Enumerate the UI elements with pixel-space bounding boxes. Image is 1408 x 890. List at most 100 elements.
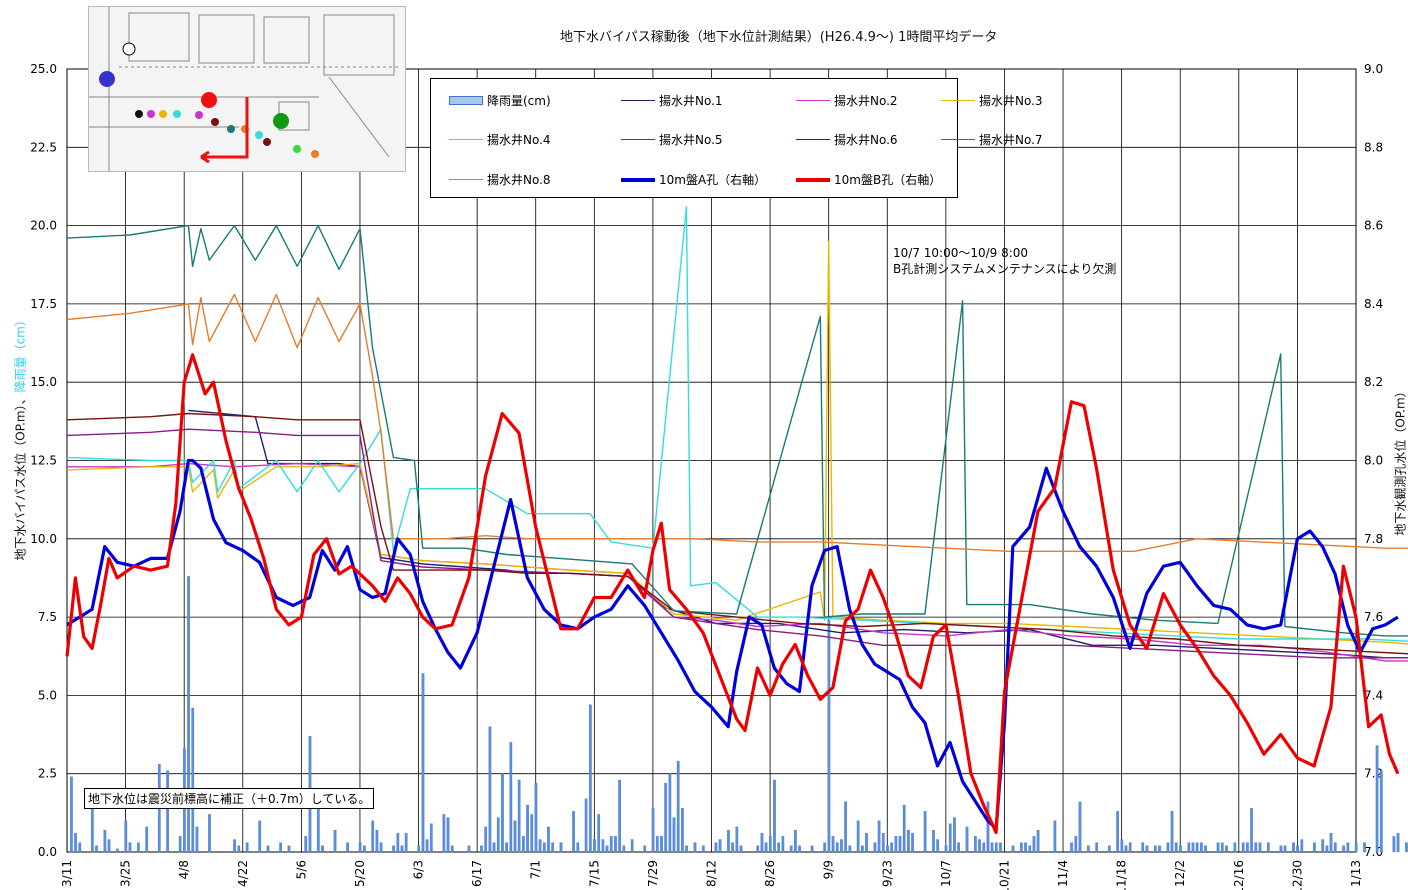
annotation-line-2: B孔計測システムメンテナンスにより欠測 (893, 262, 1117, 276)
rain-bar (664, 782, 668, 853)
legend-label: 揚水井No.1 (659, 94, 723, 108)
x-tick-label: 12/30 (1290, 860, 1304, 890)
legend-label: 揚水井No.2 (834, 94, 898, 108)
chart-title: 地下水バイパス稼動後（地下水位計測結果）(H26.4.9～) 1時間平均データ (560, 30, 998, 45)
left-tick-label: 12.5 (30, 454, 57, 468)
rain-bar (1053, 820, 1057, 853)
x-tick-label: 9/23 (880, 860, 894, 887)
rain-bar (768, 836, 772, 853)
rain-bar (1120, 839, 1124, 853)
rain-bar (655, 836, 659, 853)
rain-bar (756, 845, 760, 853)
rain-bar (731, 842, 734, 853)
rain-bar (861, 845, 864, 853)
rain-bar (1396, 833, 1400, 853)
rain-bar (501, 773, 504, 853)
x-tick-label: 7/15 (587, 860, 601, 887)
rain-bar (1346, 842, 1350, 853)
rain-bar (1405, 842, 1408, 853)
legend-swatch (796, 177, 830, 182)
x-tick-label: 4/8 (177, 860, 191, 879)
rain-bar (375, 829, 379, 853)
x-tick-label: 5/20 (353, 860, 367, 887)
left-tick-label: 25.0 (30, 62, 57, 76)
series-line (66, 224, 1408, 637)
rain-bar (777, 842, 781, 853)
legend-label: 10m盤A孔（右軸） (659, 173, 767, 187)
x-tick-label: 10/7 (939, 860, 953, 887)
rain-bar (643, 845, 647, 853)
x-tick-label: 12/2 (1173, 860, 1187, 887)
legend-swatch (449, 179, 483, 180)
legend-item: 揚水井No.8 (449, 171, 551, 188)
rain-bar (304, 836, 308, 853)
rain-bar (894, 836, 898, 853)
rain-bar (392, 845, 395, 853)
rain-bar (1174, 842, 1178, 853)
left-tick-label: 22.5 (30, 140, 57, 154)
rain-bar (1011, 845, 1015, 853)
series-line (65, 353, 1400, 834)
rain-bar (1153, 845, 1157, 853)
rain-bar (429, 823, 433, 853)
rain-bar (78, 842, 82, 853)
rain-bar (513, 820, 517, 853)
series-line (66, 428, 1408, 659)
legend-swatch (449, 139, 483, 140)
rain-bar (923, 811, 927, 853)
rain-bar (258, 820, 262, 853)
rain-bar (873, 842, 877, 853)
rain-bar (446, 817, 450, 853)
rain-bar (701, 845, 705, 853)
rain-bar (1241, 842, 1245, 853)
rain-bar (681, 808, 684, 853)
right-tick-label: 8.8 (1364, 140, 1383, 154)
rain-bar (266, 845, 270, 853)
rain-bar (727, 829, 730, 853)
rain-bar (856, 820, 860, 853)
rain-bar (467, 845, 471, 853)
left-tick-label: 15.0 (30, 375, 57, 389)
rain-bar (794, 829, 797, 853)
legend-label: 揚水井No.3 (979, 94, 1043, 108)
rain-bar (660, 836, 663, 853)
rain-bar (74, 833, 77, 853)
rain-bar (982, 842, 986, 853)
rain-bar (1020, 842, 1023, 853)
rain-bar (233, 839, 236, 853)
right-tick-label: 7.6 (1364, 610, 1383, 624)
rain-bar (651, 808, 655, 853)
x-tick-label: 7/29 (646, 860, 660, 887)
rain-bar (484, 826, 488, 853)
rain-bar (1220, 842, 1224, 853)
rain-bar (316, 801, 320, 853)
rain-bar (1078, 801, 1082, 853)
rain-bar (840, 839, 843, 853)
legend: 降雨量(cm) 揚水井No.1 揚水井No.2 揚水井No.3 揚水井No.4 揚水井No… (430, 78, 1043, 198)
rain-bar (1292, 842, 1295, 853)
legend-item: 揚水井No.3 (941, 92, 1043, 109)
rain-bar (103, 829, 107, 853)
rain-bar (321, 845, 324, 853)
left-tick-label: 20.0 (30, 219, 57, 233)
rain-bar (865, 833, 868, 853)
rain-bar (588, 704, 592, 853)
rain-bar (798, 845, 801, 853)
rain-bar (902, 804, 906, 853)
rain-bar (1233, 842, 1237, 853)
rain-bar (509, 742, 513, 853)
rain-bar (835, 842, 839, 853)
rain-bar (287, 845, 291, 853)
rain-bar (953, 817, 956, 853)
rain-bar (346, 842, 349, 853)
rain-bar (1225, 845, 1228, 853)
rain-bar (1321, 839, 1325, 853)
rain-bar (1070, 842, 1073, 853)
rain-bar (496, 817, 500, 853)
legend-swatch (621, 100, 655, 101)
rain-bar (760, 833, 764, 853)
rain-bar (911, 833, 914, 853)
rain-bar (522, 836, 525, 853)
rain-bar (948, 823, 952, 853)
